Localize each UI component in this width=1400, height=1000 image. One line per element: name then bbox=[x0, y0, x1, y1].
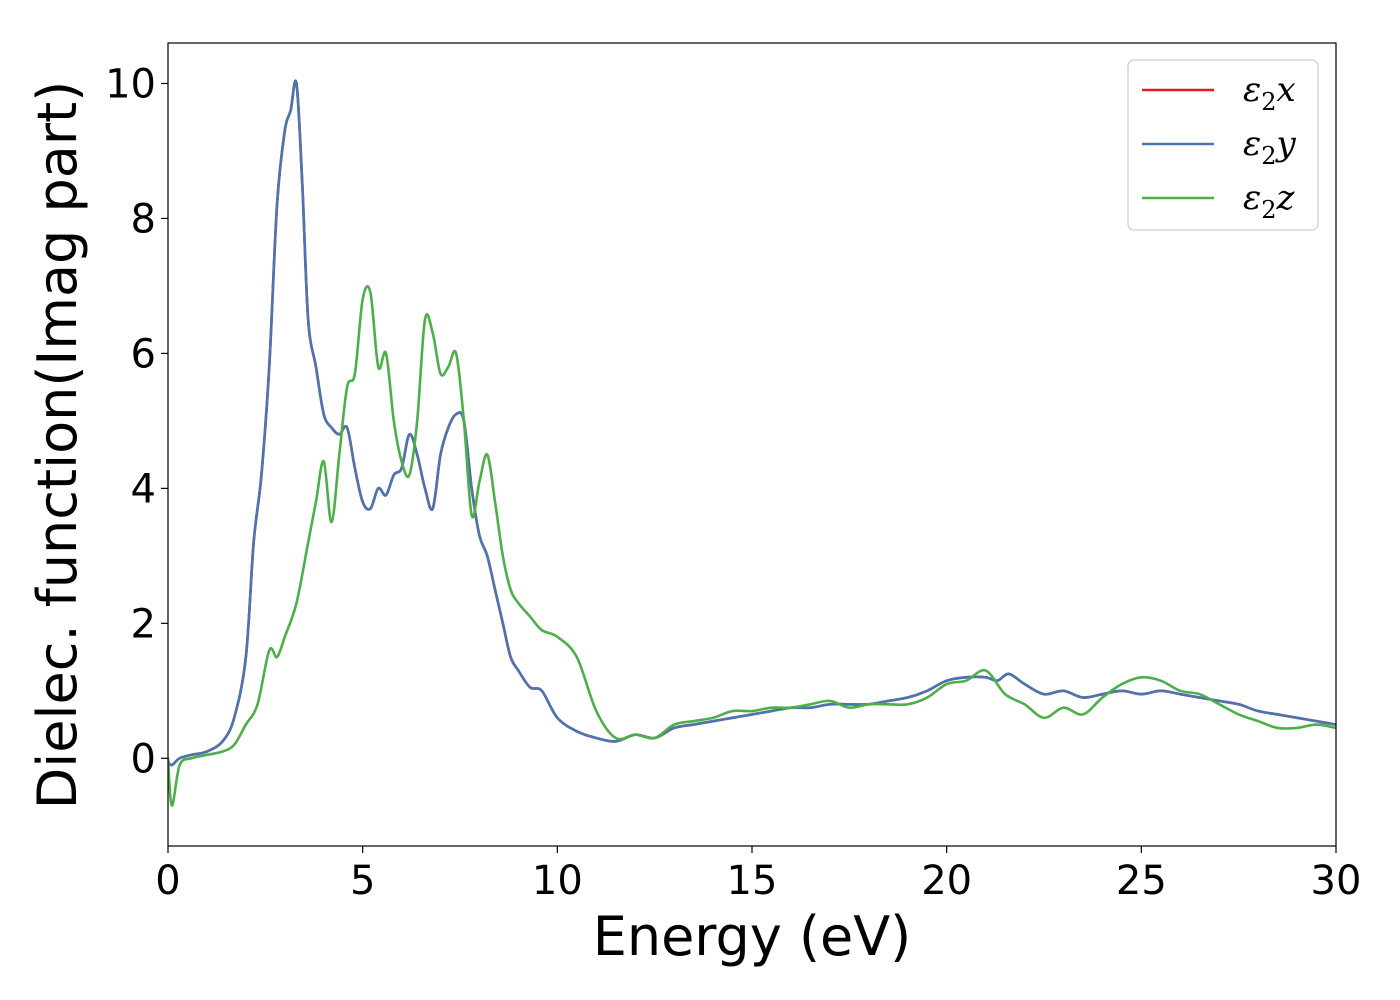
series-line-y bbox=[168, 79, 1336, 767]
legend-label-y: ε2y bbox=[1243, 124, 1297, 170]
tick-layer: 0 5 10 15 20 25 30 0 2 4 6 8 10 bbox=[105, 61, 1361, 904]
x-tick-label: 10 bbox=[532, 858, 583, 904]
x-tick-label: 0 bbox=[155, 858, 180, 904]
x-tick-label: 20 bbox=[921, 858, 972, 904]
series-line-z bbox=[168, 285, 1336, 807]
y-tick-label: 10 bbox=[105, 61, 156, 107]
legend: ε2x ε2y ε2z bbox=[1127, 59, 1319, 231]
x-axis-title: Energy (eV) bbox=[593, 905, 912, 968]
legend-label-x: ε2x bbox=[1243, 70, 1296, 116]
x-tick-label: 30 bbox=[1311, 858, 1362, 904]
y-tick-label: 0 bbox=[131, 736, 156, 782]
series-layer bbox=[168, 79, 1336, 807]
x-tick-label: 5 bbox=[350, 858, 375, 904]
legend-label-z: ε2z bbox=[1243, 178, 1296, 224]
x-tick-label: 15 bbox=[727, 858, 778, 904]
x-tick-label: 25 bbox=[1116, 858, 1167, 904]
y-tick-label: 4 bbox=[131, 466, 156, 512]
y-tick-label: 2 bbox=[131, 601, 156, 647]
y-tick-label: 8 bbox=[131, 196, 156, 242]
legend-items: ε2x ε2y ε2z bbox=[1142, 70, 1297, 224]
legend-box bbox=[1127, 59, 1319, 231]
y-axis-title: Dielec. function(Imag part) bbox=[26, 81, 89, 810]
y-tick-label: 6 bbox=[131, 331, 156, 377]
